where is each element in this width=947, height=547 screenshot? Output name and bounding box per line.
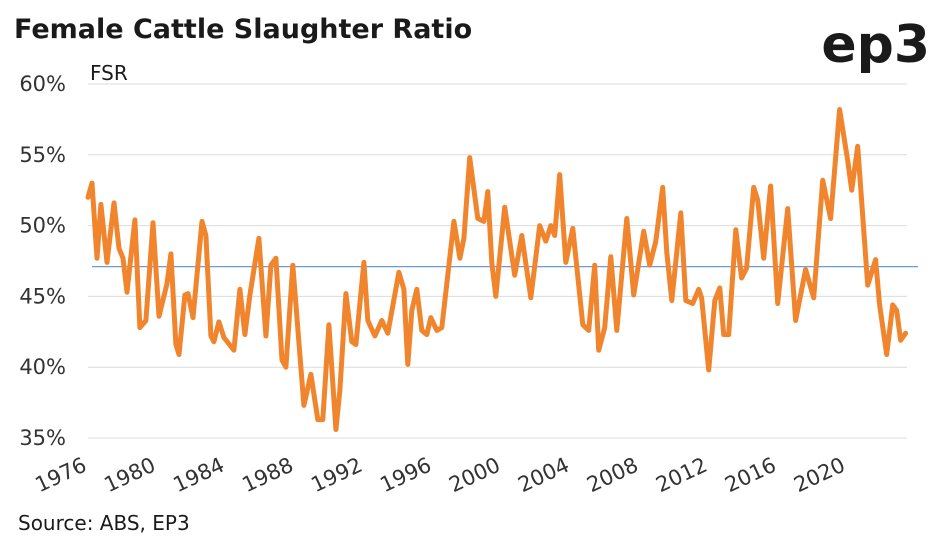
y-tick-label: 40% bbox=[19, 355, 66, 379]
x-tick-label: 2004 bbox=[514, 453, 573, 497]
x-tick-label: 2008 bbox=[583, 453, 642, 497]
x-tick-label: 2012 bbox=[652, 453, 711, 497]
x-tick-label: 1980 bbox=[100, 453, 159, 497]
source: Source: ABS, EP3 bbox=[18, 511, 190, 535]
x-tick-label: 1996 bbox=[376, 453, 435, 497]
y-tick-label: 60% bbox=[19, 72, 66, 96]
y-tick-label: 50% bbox=[19, 214, 66, 238]
x-tick-label: 2000 bbox=[445, 453, 504, 497]
chart-title: Female Cattle Slaughter Ratio bbox=[14, 14, 472, 45]
x-tick-label: 1988 bbox=[238, 453, 297, 497]
y-tick-label: 35% bbox=[19, 426, 66, 450]
x-tick-label: 2020 bbox=[790, 453, 849, 497]
x-tick-label: 1992 bbox=[307, 453, 366, 497]
x-tick-label: 2016 bbox=[721, 453, 780, 497]
x-tick-label: 1984 bbox=[169, 453, 228, 497]
y-tick-label: 45% bbox=[19, 284, 66, 308]
data-line bbox=[85, 107, 909, 432]
y-axis-label: FSR bbox=[90, 61, 128, 85]
x-tick-label: 1976 bbox=[32, 453, 91, 497]
logo: ep3 bbox=[821, 15, 930, 75]
y-tick-label: 55% bbox=[19, 143, 66, 167]
